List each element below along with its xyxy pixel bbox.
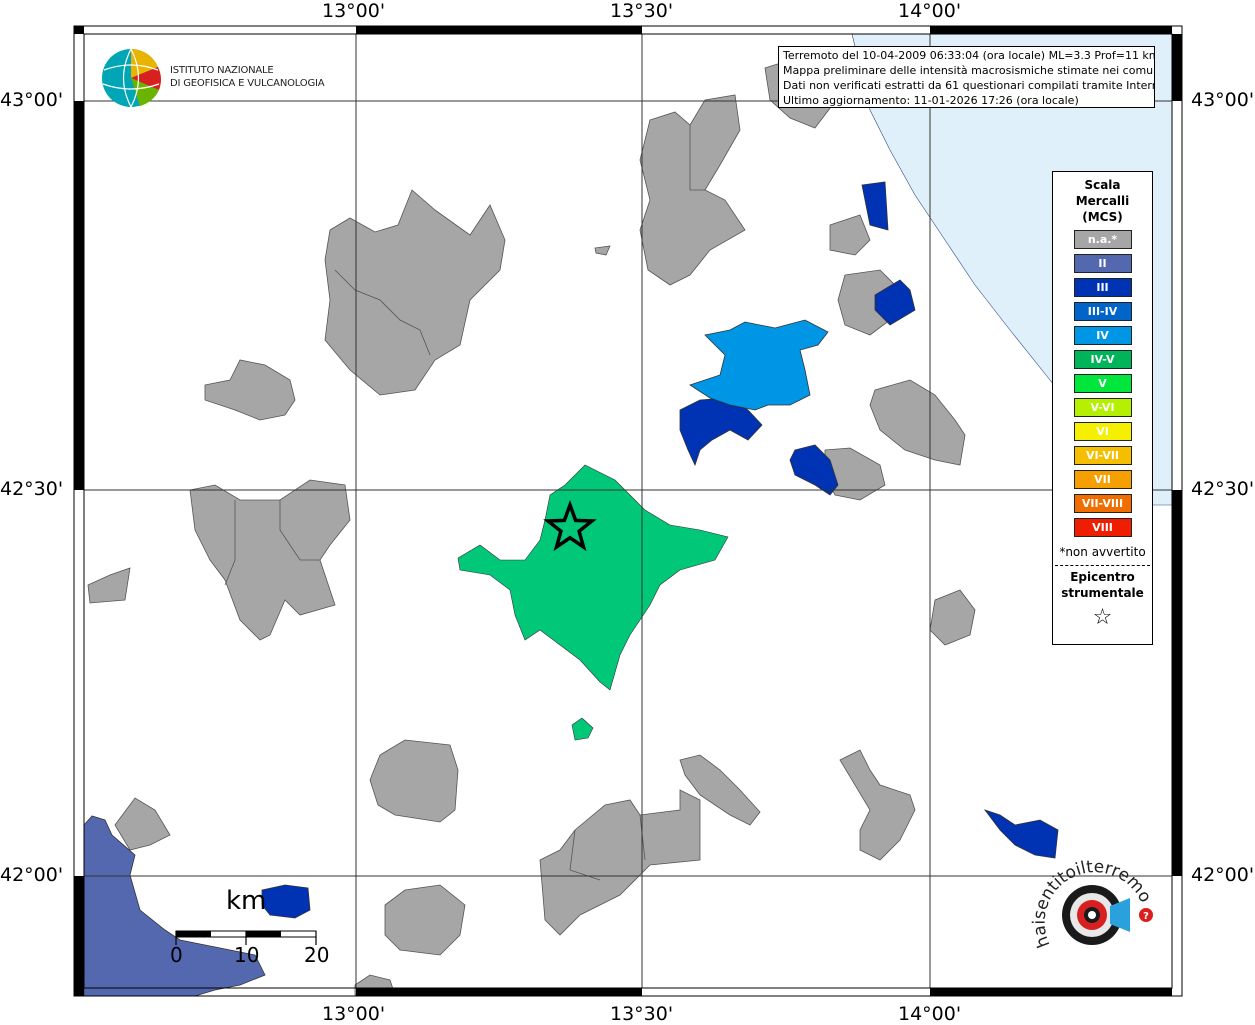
area-grey-7 (829, 214, 871, 256)
info-line-2: Mappa preliminare delle intensità macros… (783, 64, 1155, 77)
lon-label-bottom-1400: 14°00' (898, 1003, 962, 1025)
area-grey-10 (929, 589, 976, 646)
area-grey-9 (869, 379, 966, 466)
scale-bar (175, 930, 317, 945)
legend-epicenter-line-2: strumentale (1061, 586, 1144, 600)
lat-label-right-4230: 42°30' (1191, 478, 1255, 500)
legend-item: V (1073, 374, 1132, 393)
svg-text:?: ? (1143, 911, 1149, 922)
legend-item: III (1073, 278, 1132, 297)
area-grey-12 (369, 739, 459, 823)
info-line-1: Terremoto del 10-04-2009 06:33:04 (ora l… (783, 49, 1155, 62)
legend-item: III-IV (1073, 302, 1132, 321)
municipalities-III (261, 181, 1059, 919)
lat-label-right-4200: 42°00' (1191, 864, 1255, 886)
legend-item: V-VI (1073, 398, 1132, 417)
area-grey-15 (839, 749, 916, 861)
scale-unit: km (226, 886, 267, 916)
area-grey-19 (594, 245, 611, 256)
institute-name: ISTITUTO NAZIONALE DI GEOFISICA E VULCAN… (170, 64, 325, 90)
legend-item: VIII (1073, 518, 1132, 537)
legend-item: II (1073, 254, 1132, 273)
lon-label-top-1300: 13°00' (322, 0, 386, 22)
area-III-2 (789, 444, 839, 496)
legend-items: n.a.* II III III-IV IV IV-V V V-VI VI VI-VII VII VI… (1053, 230, 1152, 537)
lat-label-right-4300: 43°00' (1191, 89, 1255, 111)
epicenter-star-icon (543, 499, 597, 552)
area-III-5 (983, 809, 1059, 859)
legend-title-line-1: Scala (1084, 178, 1121, 192)
earthquake-info-box: Terremoto del 10-04-2009 06:33:04 (ora l… (778, 46, 1155, 108)
graticule (84, 34, 1172, 988)
lat-label-left-4300: 43°00' (0, 89, 64, 111)
legend-separator (1055, 565, 1150, 566)
info-line-4: Ultimo aggiornamento: 11-01-2026 17:26 (… (783, 94, 1079, 107)
info-line-3: Dati non verificati estratti da 61 quest… (783, 79, 1155, 92)
area-grey-16 (384, 884, 466, 956)
lat-label-left-4230: 42°30' (0, 478, 64, 500)
legend-item: VII (1073, 470, 1132, 489)
scale-label-0: 0 (170, 943, 183, 967)
area-IV-1 (689, 319, 829, 411)
lat-label-left-4200: 42°00' (0, 864, 64, 886)
lon-label-bottom-1300: 13°00' (322, 1003, 386, 1025)
area-IV-V-main (457, 464, 729, 691)
area-IV-V-small (571, 717, 594, 741)
area-grey-4 (87, 567, 131, 604)
scale-label-10: 10 (234, 943, 260, 967)
area-grey-1 (324, 189, 506, 396)
municipalities-II (83, 815, 266, 997)
scale-label-20: 20 (304, 943, 330, 967)
area-grey-13 (539, 789, 701, 936)
lon-label-top-1330: 13°30' (610, 0, 674, 22)
legend-item: VII-VIII (1073, 494, 1132, 513)
legend-title-line-2: Mercalli (1075, 194, 1130, 208)
legend-item: VI (1073, 422, 1132, 441)
mcs-legend: Scala Mercalli (MCS) n.a.* II III III-IV IV I… (1052, 171, 1153, 645)
map-frame (73, 25, 1183, 997)
area-grey-14 (679, 754, 761, 826)
municipalities-IV (689, 319, 829, 411)
municipalities-IV-V (457, 464, 729, 741)
area-grey-3 (189, 479, 351, 641)
legend-star-icon: ☆ (1092, 605, 1113, 630)
legend-item: IV (1073, 326, 1132, 345)
legend-item: n.a.* (1073, 230, 1132, 249)
legend-note: *non avvertito (1059, 545, 1146, 559)
legend-epicenter: Epicentro strumentale (1053, 569, 1152, 601)
institute-line-2: DI GEOFISICA E VULCANOLOGIA (170, 78, 325, 89)
legend-item: IV-V (1073, 350, 1132, 369)
ingv-globe-icon (102, 48, 161, 108)
legend-epicenter-line-1: Epicentro (1070, 570, 1135, 584)
area-grey-2 (204, 359, 296, 421)
legend-title-line-3: (MCS) (1082, 210, 1123, 224)
legend-title: Scala Mercalli (MCS) (1053, 177, 1152, 225)
lon-label-top-1400: 14°00' (898, 0, 962, 22)
area-II-coast (83, 815, 266, 997)
area-III-6 (261, 884, 311, 919)
institute-line-1: ISTITUTO NAZIONALE (170, 65, 274, 76)
lon-label-bottom-1330: 13°30' (610, 1003, 674, 1025)
area-III-3 (874, 279, 916, 326)
municipalities-not-felt (87, 59, 976, 996)
area-III-4 (861, 181, 889, 231)
area-grey-17 (114, 797, 171, 851)
legend-item: VI-VII (1073, 446, 1132, 465)
